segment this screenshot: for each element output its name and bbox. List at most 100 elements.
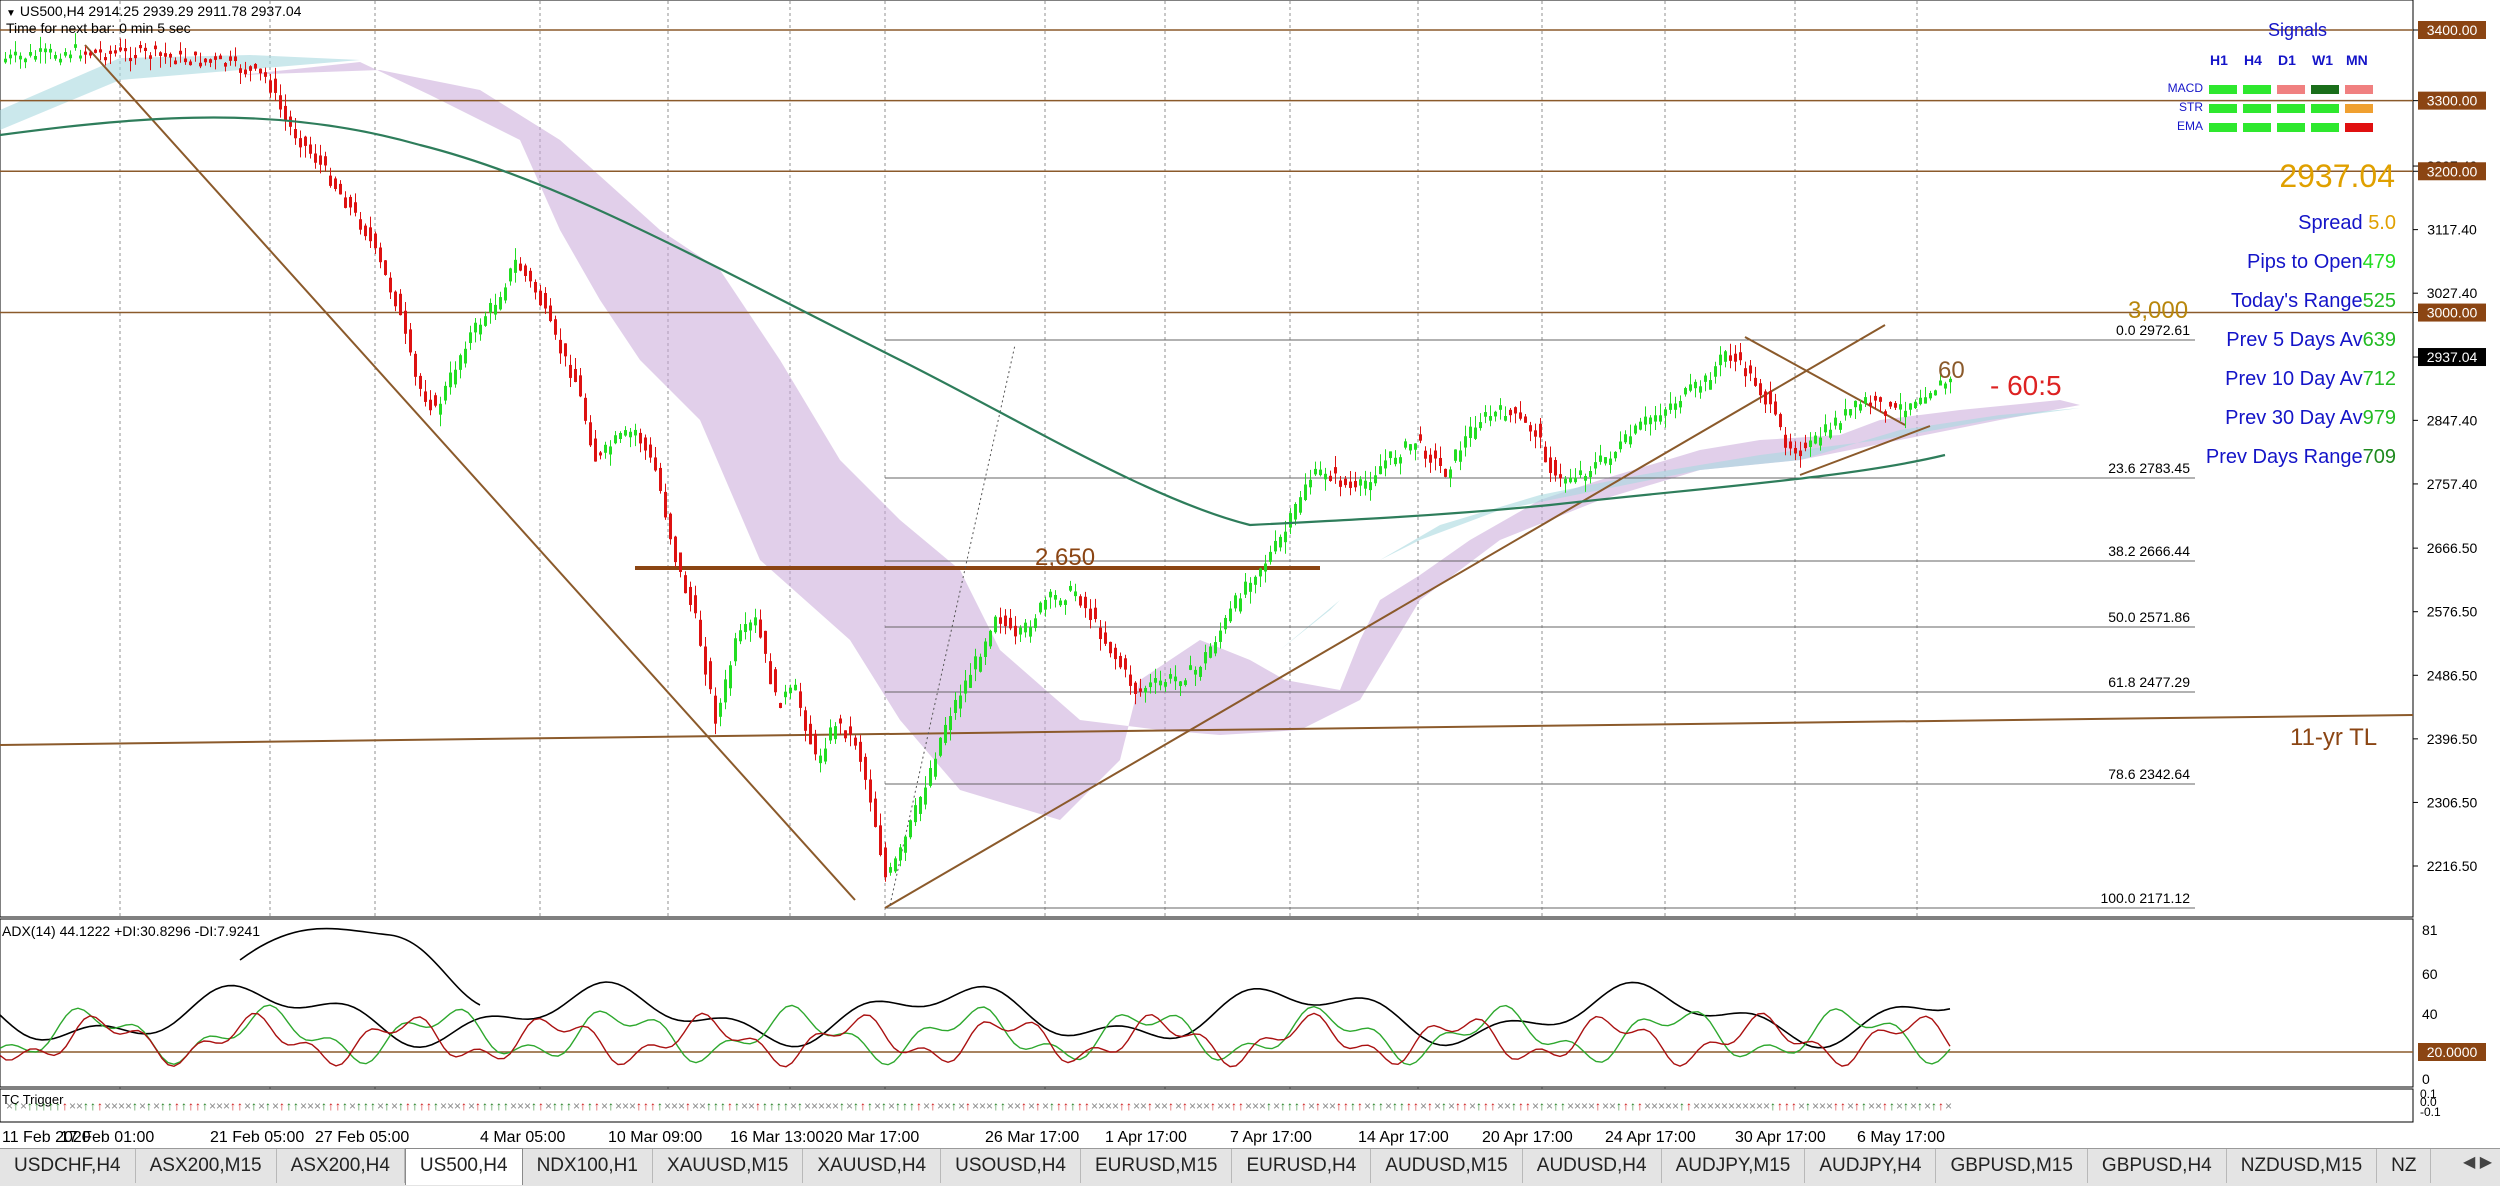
candle-body (1009, 617, 1012, 629)
candle-body (1349, 481, 1352, 488)
tab-gbpusd-m15[interactable]: GBPUSD,M15 (1936, 1149, 2088, 1183)
stat-label: Prev Days Range (2205, 446, 2363, 468)
tc-marker: ↑ (251, 1099, 257, 1113)
tab-ndx100-h1[interactable]: NDX100,H1 (523, 1149, 653, 1183)
tab-us500-h4[interactable]: US500,H4 (404, 1148, 523, 1185)
tc-marker: ↑ (1455, 1099, 1461, 1113)
candle-body (1714, 366, 1717, 377)
tc-marker: ↑ (1777, 1099, 1783, 1113)
signal-indicator-bar (2243, 123, 2271, 132)
candle-body (1489, 416, 1492, 421)
candle-body (1574, 477, 1577, 483)
candle-body (1544, 446, 1547, 463)
tab-eurusd-m15[interactable]: EURUSD,M15 (1081, 1149, 1233, 1183)
tab-eurusd-h4[interactable]: EURUSD,H4 (1232, 1149, 1372, 1183)
tc-marker: × (349, 1099, 356, 1113)
candle-body (264, 72, 267, 77)
candle-body (1069, 585, 1072, 591)
tab-xauusd-h4[interactable]: XAUUSD,H4 (803, 1149, 942, 1183)
tab-nzdusd-m15[interactable]: NZDUSD,M15 (2227, 1149, 2378, 1183)
stat-row: Prev Days Range709 (2180, 446, 2396, 469)
candle-body (214, 56, 217, 60)
price-tick-label: 3027.40 (2427, 285, 2478, 301)
tab-asx200-h4[interactable]: ASX200,H4 (277, 1149, 405, 1183)
candle-body (1719, 354, 1722, 366)
candle-body (399, 293, 402, 316)
candle-body (1829, 429, 1832, 438)
candle-body (1449, 469, 1452, 479)
tab-audjpy-m15[interactable]: AUDJPY,M15 (1662, 1149, 1806, 1183)
candle-body (1254, 576, 1257, 585)
signal-indicator-bar (2277, 123, 2305, 132)
candle-body (1904, 410, 1907, 418)
candle-body (334, 178, 337, 189)
tab-audusd-m15[interactable]: AUDUSD,M15 (1371, 1149, 1523, 1183)
candle-body (1539, 423, 1542, 438)
tc-marker: ↑ (97, 1099, 103, 1113)
tc-marker: × (1420, 1099, 1427, 1113)
tab-scroll-arrows[interactable]: ◀ ▶ (2462, 1154, 2492, 1171)
candle-body (4, 58, 7, 63)
candle-body (404, 310, 407, 334)
tab-usdchf-h4[interactable]: USDCHF,H4 (0, 1149, 136, 1183)
candle-body (519, 263, 522, 271)
tab-xauusd-m15[interactable]: XAUUSD,M15 (653, 1149, 804, 1183)
stat-row: Today's Range525 (2180, 290, 2396, 313)
candle-body (634, 429, 637, 436)
tab-gbpusd-h4[interactable]: GBPUSD,H4 (2088, 1149, 2227, 1183)
time-tick-label: 7 Apr 17:00 (1230, 1129, 1312, 1146)
candle-body (1659, 415, 1662, 422)
tab-usousd-h4[interactable]: USOUSD,H4 (941, 1149, 1081, 1183)
tc-marker: × (1091, 1099, 1098, 1113)
tab-nz[interactable]: NZ (2377, 1149, 2432, 1183)
candle-body (1264, 563, 1267, 572)
tc-marker: ↑ (559, 1099, 565, 1113)
tc-marker: ↑ (132, 1099, 138, 1113)
tc-marker: ↑ (181, 1099, 187, 1113)
candle-body (1679, 401, 1682, 408)
tc-marker: × (216, 1099, 223, 1113)
candle-body (1294, 503, 1297, 520)
price-chart[interactable]: 0.0 2972.61 23.6 2783.45 38.2 2666.44 50.0 … (0, 0, 2500, 1148)
candle-body (744, 624, 747, 633)
price-tick-label: 2306.50 (2427, 794, 2478, 810)
candle-body (439, 403, 442, 415)
tab-audjpy-h4[interactable]: AUDJPY,H4 (1805, 1149, 1937, 1183)
tc-marker: × (440, 1099, 447, 1113)
tc-trigger-indicator: TC Trigger 0.10.0-0.1× ↑ × ↑ ↑ ↑ ↑ ↑ ↑ × × ↑ ↑ ↑ × × × × ↑ ×… (2, 1087, 2441, 1119)
tc-marker: × (307, 1099, 314, 1113)
candle-body (1579, 470, 1582, 476)
tc-marker: ↑ (419, 1099, 425, 1113)
tc-marker: × (447, 1099, 454, 1113)
tc-marker: ↑ (643, 1099, 649, 1113)
tc-marker: ↑ (769, 1099, 775, 1113)
tab-audusd-h4[interactable]: AUDUSD,H4 (1523, 1149, 1662, 1183)
candle-body (1429, 454, 1432, 463)
candle-body (1159, 680, 1162, 686)
candle-body (1839, 423, 1842, 430)
candle-body (1134, 682, 1137, 695)
adx-indicator: ADX(14) 44.1222 +DI:30.8296 -DI:7.9241 81… (0, 922, 2486, 1087)
time-tick-label: 4 Mar 05:00 (480, 1129, 565, 1146)
candle-body (1409, 444, 1412, 451)
candle-body (1754, 377, 1757, 386)
collapse-triangle-icon[interactable]: ▼ (6, 8, 16, 19)
candle-body (1334, 467, 1337, 474)
candle-body (1279, 536, 1282, 548)
tc-marker: × (1875, 1099, 1882, 1113)
candle-body (774, 669, 777, 693)
tc-marker: ↑ (587, 1099, 593, 1113)
candle-body (199, 62, 202, 67)
candle-body (1404, 441, 1407, 448)
tc-marker: × (1714, 1099, 1721, 1113)
tab-asx200-m15[interactable]: ASX200,M15 (136, 1149, 277, 1183)
tc-marker: ↑ (412, 1099, 418, 1113)
tc-marker: ↑ (734, 1099, 740, 1113)
candle-body (294, 129, 297, 139)
candle-body (734, 638, 737, 662)
tc-marker: ↑ (279, 1099, 285, 1113)
candle-body (1794, 447, 1797, 454)
candle-body (1514, 407, 1517, 414)
candle-body (579, 375, 582, 397)
candle-body (1524, 416, 1527, 423)
